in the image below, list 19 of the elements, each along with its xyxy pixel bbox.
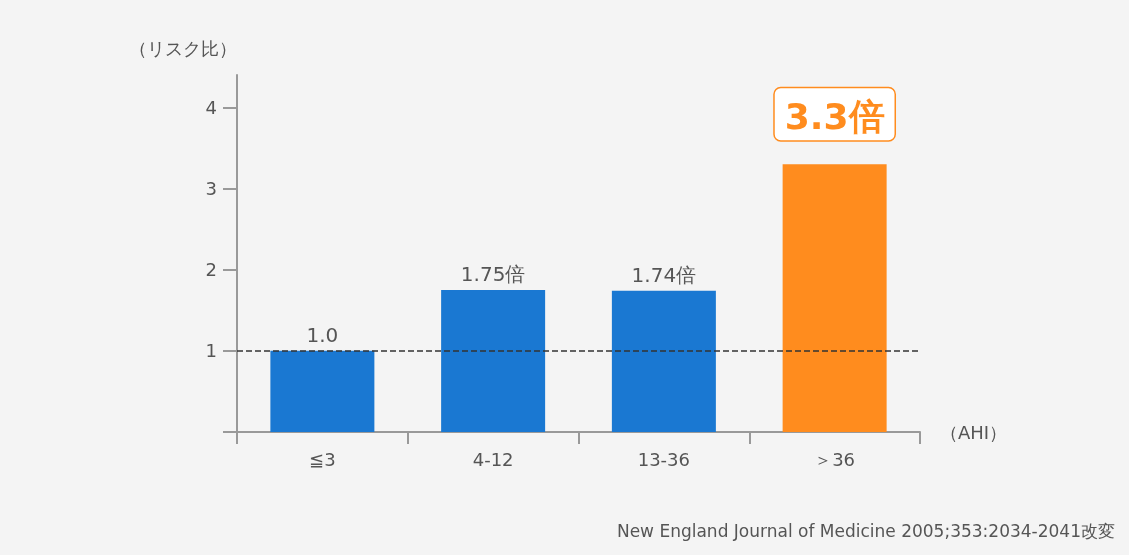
- y-tick-label: 2: [205, 259, 217, 281]
- x-tick-label: 13-36: [637, 448, 691, 470]
- y-tick-label: 4: [205, 96, 217, 118]
- x-tick-label: ≦3: [309, 448, 336, 470]
- x-tick-label: ＞36: [814, 448, 856, 470]
- data-label: 3.3倍: [784, 95, 885, 137]
- bar: [611, 290, 716, 432]
- data-label: 1.75倍: [460, 262, 526, 287]
- bar: [270, 350, 375, 432]
- y-tick-label: 3: [205, 178, 217, 200]
- bar: [782, 164, 887, 432]
- bar: [441, 290, 546, 432]
- x-tick-label: 4-12: [472, 448, 514, 470]
- y-tick-label: 1: [205, 340, 217, 362]
- text: New England Journal of Medicine 2005;353:2034-2041改変: [616, 520, 1116, 541]
- data-label: 1.74倍: [631, 262, 697, 287]
- data-label: 1.0: [306, 322, 339, 347]
- y-axis-title: （リスク比）: [129, 37, 237, 59]
- x-axis-title: （AHI）: [940, 421, 1008, 443]
